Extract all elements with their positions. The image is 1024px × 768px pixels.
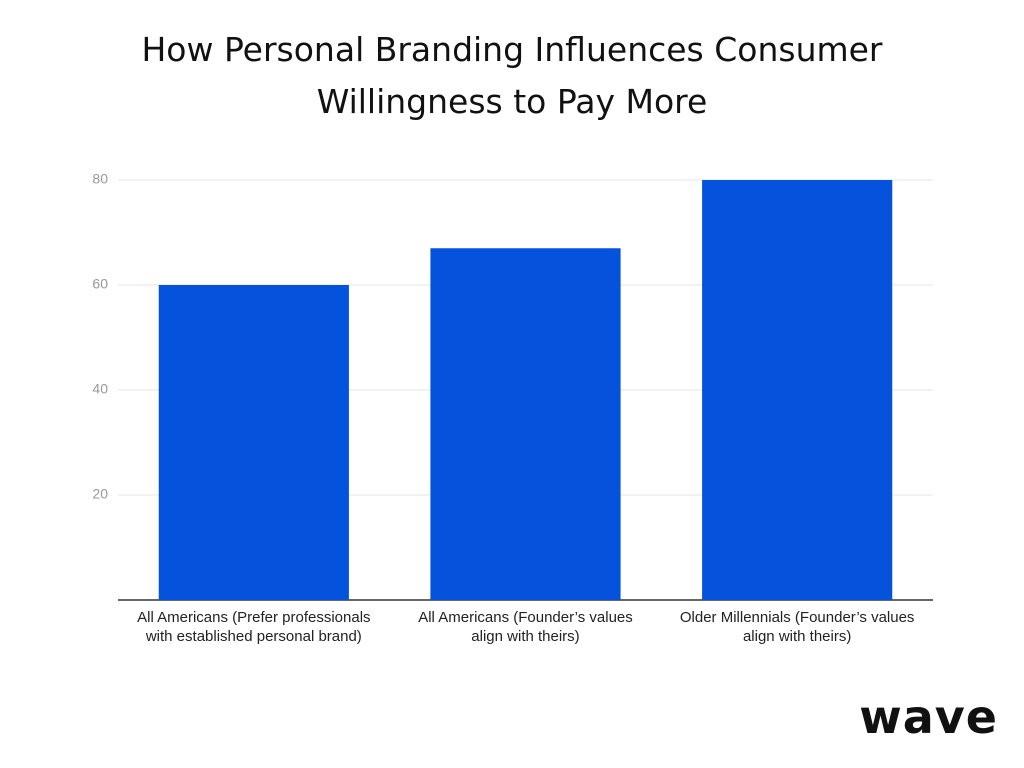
y-tick-label: 20	[92, 486, 108, 502]
y-tick-label: 40	[92, 381, 108, 397]
x-tick-label: Older Millennials (Founder’s values alig…	[679, 609, 915, 645]
chart-title: How Personal Branding Influences Consume…	[141, 30, 883, 121]
bar	[702, 180, 893, 600]
y-tick-label: 60	[92, 276, 108, 292]
x-tick-label: All Americans (Prefer professionals with…	[137, 609, 371, 645]
x-tick-label: All Americans (Founder’s values align wi…	[418, 609, 633, 645]
logo: wave	[859, 690, 998, 744]
bar	[430, 248, 621, 600]
y-tick-label: 80	[92, 171, 108, 187]
bar	[158, 285, 349, 600]
